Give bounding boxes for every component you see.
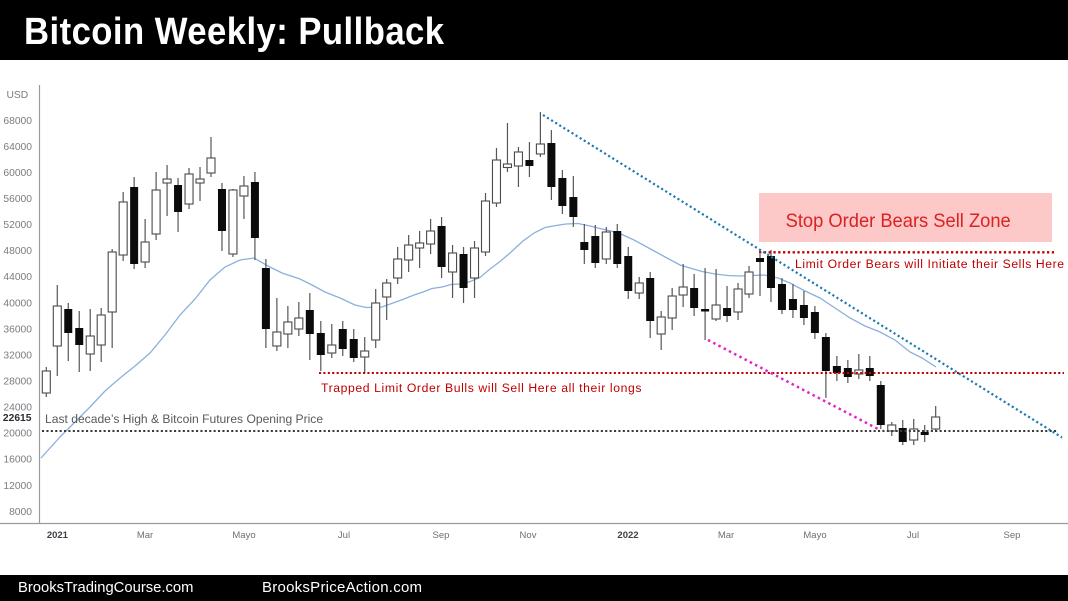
svg-text:2021: 2021 <box>47 530 69 541</box>
svg-text:Nov: Nov <box>520 530 537 541</box>
svg-text:Sep: Sep <box>1004 530 1021 541</box>
svg-text:20000: 20000 <box>3 429 32 440</box>
svg-text:36000: 36000 <box>3 324 32 335</box>
svg-text:8000: 8000 <box>9 507 32 518</box>
svg-text:56000: 56000 <box>3 194 32 205</box>
svg-text:48000: 48000 <box>3 246 32 257</box>
svg-text:Mayo: Mayo <box>232 530 255 541</box>
svg-text:24000: 24000 <box>3 403 32 414</box>
svg-text:52000: 52000 <box>3 220 32 231</box>
svg-text:16000: 16000 <box>3 455 32 466</box>
svg-text:22615: 22615 <box>3 413 32 424</box>
svg-text:44000: 44000 <box>3 272 32 283</box>
svg-text:2022: 2022 <box>617 530 638 541</box>
svg-text:28000: 28000 <box>3 377 32 388</box>
svg-text:68000: 68000 <box>3 116 32 127</box>
svg-text:40000: 40000 <box>3 298 32 309</box>
svg-text:Jul: Jul <box>338 530 350 541</box>
svg-text:Jul: Jul <box>907 530 919 541</box>
svg-text:USD: USD <box>7 90 29 101</box>
svg-text:Sep: Sep <box>433 530 450 541</box>
svg-text:Mar: Mar <box>137 530 153 541</box>
svg-text:Mar: Mar <box>718 530 734 541</box>
svg-text:60000: 60000 <box>3 168 32 179</box>
svg-text:64000: 64000 <box>3 142 32 153</box>
svg-text:32000: 32000 <box>3 350 32 361</box>
svg-text:12000: 12000 <box>3 481 32 492</box>
svg-text:Mayo: Mayo <box>803 530 826 541</box>
